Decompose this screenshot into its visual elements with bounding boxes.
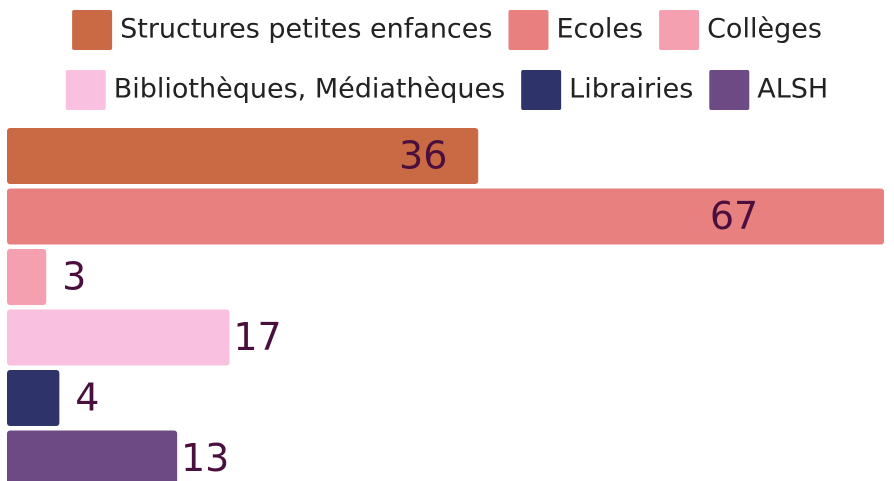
legend-label: Collèges [707, 14, 822, 45]
legend-label: Bibliothèques, Médiathèques [114, 74, 505, 105]
legend-swatch [72, 10, 113, 50]
value-label: 36 [399, 134, 447, 178]
bar [7, 128, 479, 184]
legend-label: Librairies [569, 74, 693, 105]
value-label: 13 [181, 436, 229, 480]
value-label: 3 [62, 255, 86, 299]
bar [7, 370, 60, 426]
value-label: 67 [710, 194, 758, 238]
legend-swatch [659, 10, 700, 50]
bar [7, 430, 178, 481]
legend-swatch [521, 70, 562, 110]
value-label: 17 [233, 315, 281, 359]
bar [7, 309, 230, 366]
legend-swatch [709, 70, 750, 110]
legend-label: Ecoles [556, 14, 643, 45]
legend-label: Structures petites enfances [120, 14, 492, 45]
bar [7, 249, 47, 305]
legend-swatch [508, 10, 549, 50]
legend-label: ALSH [757, 74, 828, 105]
value-label: 4 [75, 376, 99, 420]
bar [7, 188, 884, 245]
legend-swatch [65, 70, 106, 110]
